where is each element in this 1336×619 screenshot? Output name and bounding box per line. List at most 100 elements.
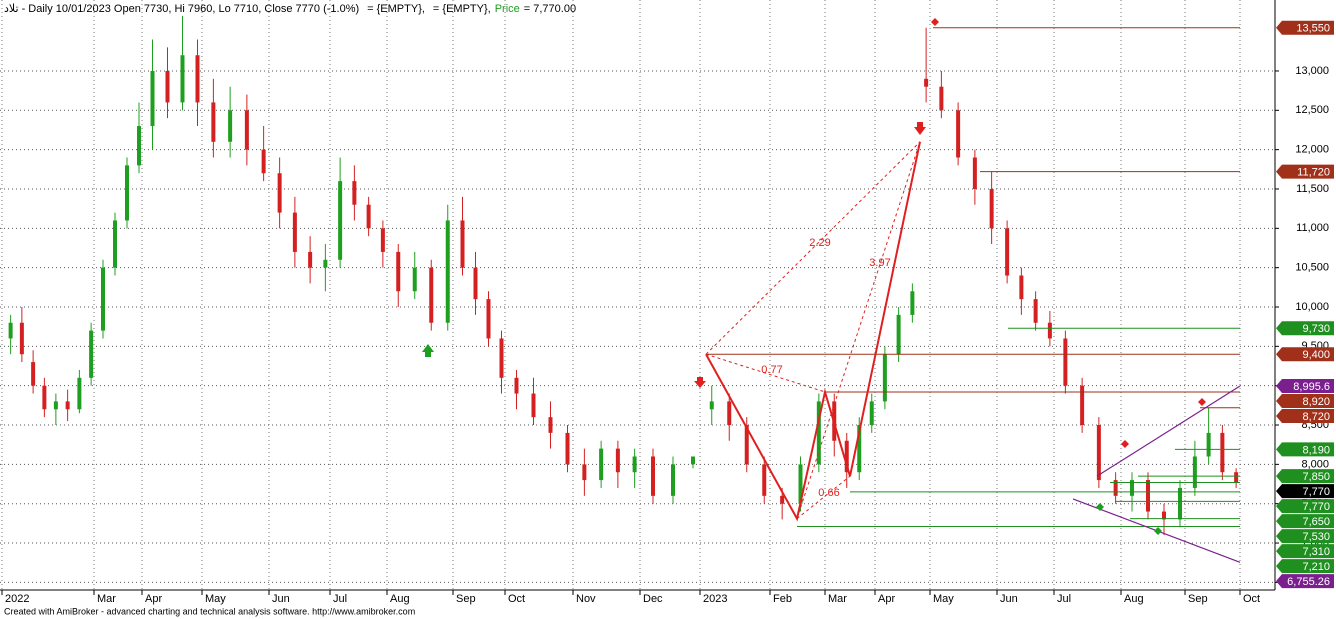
candle-body: [1019, 275, 1024, 300]
header: تلاد - Daily 10/01/2023 Open 7730, Hi 79…: [4, 3, 576, 15]
candle-body: [1162, 511, 1166, 520]
candle-body: [89, 330, 94, 378]
candle-body: [671, 464, 675, 496]
candle-body: [486, 299, 491, 339]
candle-body: [691, 456, 695, 465]
candle-body: [651, 456, 655, 496]
candle-body: [323, 259, 328, 268]
candle-body: [857, 425, 862, 473]
plot: [0, 0, 1275, 590]
x-tick-label: Jun: [272, 593, 290, 605]
candle-body: [1063, 338, 1068, 386]
candle-body: [113, 220, 117, 268]
price-label-box: [1276, 347, 1334, 362]
price-label-box: [1276, 529, 1334, 544]
x-tick-label: Feb: [773, 593, 792, 605]
signal-diamond: [931, 18, 939, 26]
candle-body: [211, 102, 216, 142]
x-tick-label: Aug: [1124, 593, 1144, 605]
candle-body: [1047, 322, 1052, 339]
ratio-line: [796, 141, 921, 519]
x-tick-label: Jun: [1000, 593, 1018, 605]
candle-body: [150, 70, 155, 127]
price-label-box: [1276, 469, 1334, 484]
candle-body: [844, 440, 849, 473]
candle-body: [632, 456, 637, 473]
x-tick-label: Apr: [145, 593, 162, 605]
candle-body: [352, 181, 357, 205]
candle-body: [137, 126, 141, 166]
price-label: 7,310: [1302, 546, 1330, 558]
candle-body: [1080, 385, 1085, 426]
x-tick-label: Sep: [1188, 593, 1208, 605]
candle-body: [762, 464, 767, 496]
candle-body: [816, 401, 821, 465]
price-label-box: [1276, 484, 1334, 499]
candle-body: [244, 110, 249, 150]
candle-body: [396, 251, 401, 292]
price-label-box: [1276, 442, 1334, 457]
x-tick-label: May: [933, 593, 954, 605]
candle-body: [165, 70, 170, 103]
candle-body: [292, 212, 297, 252]
price-label-box: [1276, 409, 1334, 424]
candle-body: [882, 354, 887, 402]
candle-body: [1192, 456, 1197, 488]
header-price-value: = 7,770.00: [524, 3, 576, 15]
candle-body: [1146, 480, 1150, 512]
candle-body: [615, 448, 620, 473]
candle-body: [101, 267, 105, 331]
candle-body: [1130, 480, 1134, 496]
candle-body: [1206, 432, 1211, 457]
candle-body: [956, 110, 961, 158]
candle-body: [1096, 425, 1101, 481]
signal-diamond: [1154, 527, 1162, 535]
zigzag: [705, 141, 921, 522]
x-tick-label: Dec: [643, 593, 663, 605]
candle-body: [19, 322, 24, 355]
header-empty: = {EMPTY},: [367, 3, 425, 15]
sell-arrow: [914, 122, 926, 135]
header-price-label: Price: [495, 3, 520, 15]
x-tick-label: Oct: [1243, 593, 1260, 605]
x-tick-label: Oct: [508, 593, 525, 605]
y-tick-label: 12,500: [1295, 104, 1329, 116]
candle-body: [8, 322, 13, 339]
candle-body: [125, 165, 129, 221]
price-label: 8,720: [1302, 411, 1330, 423]
candle-body: [972, 157, 977, 189]
buy-arrow: [422, 344, 434, 357]
price-label-box: [1276, 514, 1334, 529]
candle-body: [460, 220, 465, 268]
candle-body: [277, 173, 282, 213]
price-label-box: [1276, 544, 1334, 559]
candle-body: [65, 401, 70, 410]
candle-body: [1113, 480, 1118, 496]
header-symbol: تلاد - Daily 10/01/2023 Open 7730, Hi 79…: [4, 3, 359, 15]
price-label: 9,730: [1302, 323, 1330, 335]
price-label: 8,995.6: [1293, 381, 1330, 393]
ratio-line: [705, 353, 826, 393]
candle-body: [77, 377, 82, 410]
candle-body: [445, 220, 450, 323]
price-label: 11,720: [1297, 167, 1330, 179]
candle-body: [896, 314, 901, 355]
candle-body: [499, 338, 504, 378]
candle-body: [989, 188, 994, 229]
candle-body: [308, 251, 313, 268]
candle-body: [31, 362, 36, 386]
candle-body: [565, 432, 570, 465]
price-label-box: [1276, 164, 1334, 179]
x-tick-label: Jul: [333, 593, 347, 605]
price-label-box: [1276, 321, 1334, 336]
candle-body: [939, 86, 944, 111]
price-label-box: [1276, 379, 1334, 394]
price-label-box: [1276, 559, 1334, 574]
candle-body: [1234, 472, 1239, 483]
x-tick-label: May: [205, 593, 226, 605]
signal-diamond: [1096, 503, 1104, 511]
candle-body: [1033, 299, 1038, 323]
price-label: 7,650: [1302, 516, 1330, 528]
candle-body: [473, 267, 478, 300]
